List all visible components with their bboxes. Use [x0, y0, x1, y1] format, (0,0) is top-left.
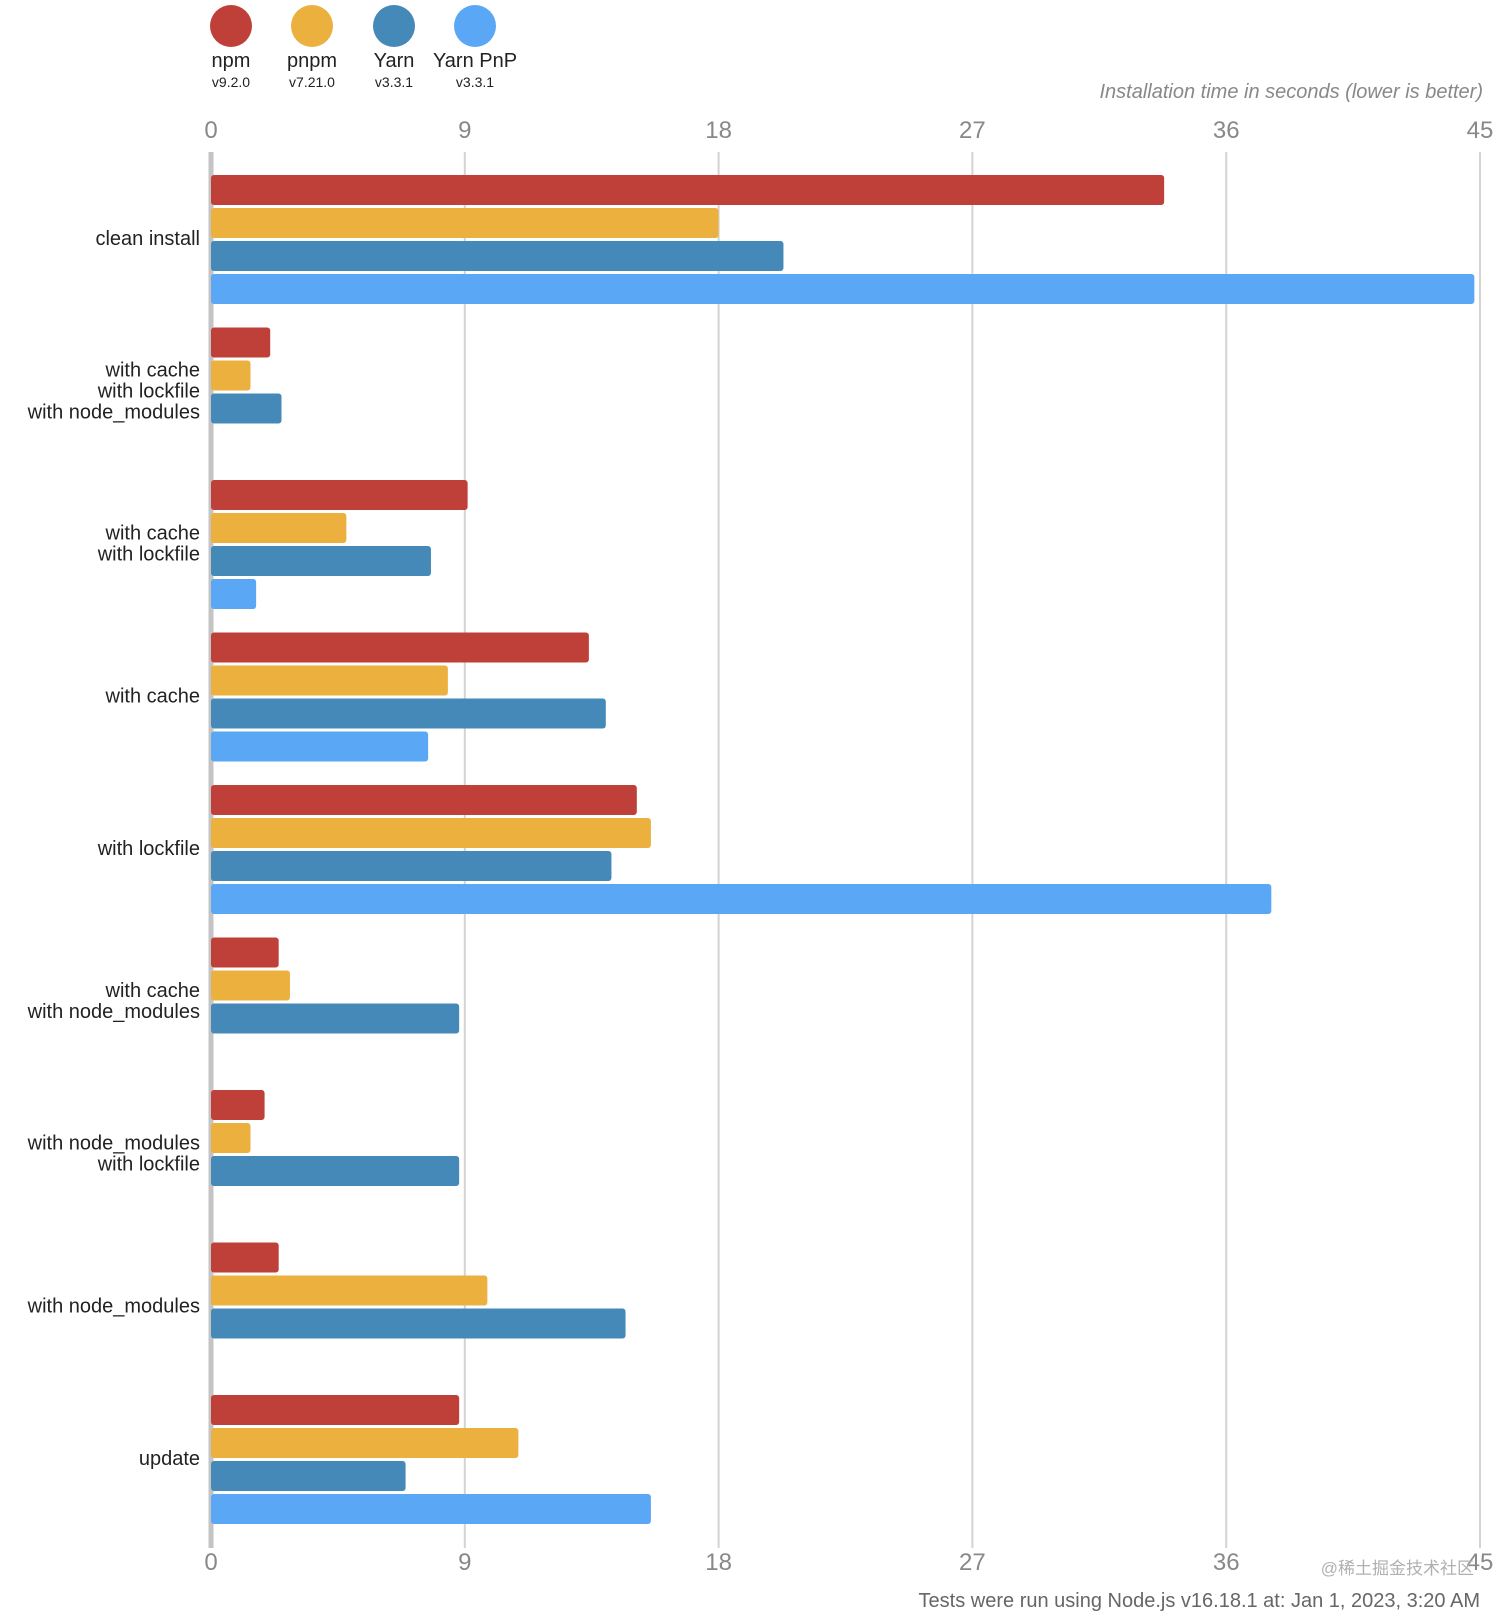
bar-group	[211, 785, 1272, 914]
category-label: with node_modules	[27, 1296, 200, 1318]
category-label: with cache with node_modules	[27, 980, 200, 1023]
legend-series-version: v9.2.0	[212, 74, 250, 90]
bottom-axis-ticks: 0 9 18 27 36 45	[204, 1549, 1493, 1576]
bar-group	[211, 327, 282, 424]
bar	[211, 1308, 626, 1339]
bar-group	[211, 1242, 626, 1339]
x-tick-label-top: 9	[458, 117, 471, 144]
watermark: @稀土掘金技术社区	[1321, 1559, 1474, 1578]
gridlines	[208, 152, 1481, 1548]
bar	[211, 579, 257, 609]
bar-group	[211, 480, 468, 609]
legend-item: Yarn PnP v3.3.1	[433, 5, 517, 90]
bar	[211, 1156, 460, 1186]
bar	[211, 851, 612, 881]
x-tick-label-bottom: 36	[1213, 1549, 1240, 1576]
bar	[211, 970, 290, 1001]
bar	[211, 1123, 251, 1153]
legend-swatch	[291, 5, 333, 47]
bar	[211, 513, 347, 543]
bar	[211, 731, 429, 762]
bar-group	[211, 1090, 460, 1186]
bar	[211, 1461, 406, 1491]
legend: npm v9.2.0 pnpm v7.21.0 Yarn v3.3.1 Yarn PnP v3…	[210, 5, 517, 90]
bar	[211, 632, 589, 663]
legend-swatch	[210, 5, 252, 47]
legend-swatch	[454, 5, 496, 47]
legend-series-name: npm	[212, 50, 251, 72]
bar	[211, 698, 606, 729]
bar	[211, 274, 1475, 304]
top-axis-ticks: 0 9 18 27 36 45	[204, 117, 1493, 144]
x-tick-label-top: 36	[1213, 117, 1240, 144]
bar	[211, 1275, 488, 1306]
bar	[211, 1494, 651, 1524]
legend-item: npm v9.2.0	[210, 5, 252, 90]
bar-group	[211, 175, 1475, 304]
category-label: update	[139, 1448, 200, 1470]
bars	[211, 175, 1475, 1524]
x-tick-label-top: 18	[705, 117, 732, 144]
x-tick-label-bottom: 18	[705, 1549, 732, 1576]
x-tick-label-top: 45	[1467, 117, 1494, 144]
legend-item: Yarn v3.3.1	[373, 5, 415, 90]
bar	[211, 1428, 519, 1458]
bar	[211, 1242, 279, 1273]
bar	[211, 175, 1165, 205]
legend-item: pnpm v7.21.0	[287, 5, 337, 90]
bar	[211, 327, 271, 358]
bar	[211, 665, 448, 696]
category-label: with cache with lockfile	[97, 523, 200, 566]
x-tick-label-bottom: 27	[959, 1549, 986, 1576]
bar	[211, 241, 784, 271]
x-tick-label-bottom: 0	[204, 1549, 217, 1576]
bar	[211, 1395, 460, 1425]
bar-group	[211, 632, 606, 762]
bar	[211, 937, 279, 968]
category-label: with cache	[105, 686, 201, 708]
footer-note: Tests were run using Node.js v16.18.1 at…	[919, 1590, 1480, 1612]
category-label: with node_modules with lockfile	[27, 1133, 200, 1176]
x-axis-title: Installation time in seconds (lower is b…	[1100, 81, 1484, 103]
legend-series-name: pnpm	[287, 50, 337, 72]
bar	[211, 208, 719, 238]
x-tick-label-top: 0	[204, 117, 217, 144]
bar	[211, 480, 468, 510]
bar-group	[211, 1395, 651, 1524]
x-tick-label-bottom: 45	[1467, 1549, 1494, 1576]
bar	[211, 546, 431, 576]
category-label: with lockfile	[97, 838, 200, 860]
x-tick-label-top: 27	[959, 117, 986, 144]
bar	[211, 818, 651, 848]
legend-series-name: Yarn	[374, 50, 415, 72]
x-tick-label-bottom: 9	[458, 1549, 471, 1576]
bar	[211, 884, 1272, 914]
category-label: clean install	[95, 228, 200, 250]
bar-group	[211, 937, 460, 1034]
category-label: with cache with lockfile with node_modules	[27, 360, 200, 424]
bar	[211, 1003, 460, 1034]
legend-series-version: v3.3.1	[375, 74, 413, 90]
bar	[211, 360, 251, 391]
bar	[211, 393, 282, 424]
legend-swatch	[373, 5, 415, 47]
legend-series-name: Yarn PnP	[433, 50, 517, 72]
legend-series-version: v7.21.0	[289, 74, 335, 90]
legend-series-version: v3.3.1	[456, 74, 494, 90]
bar	[211, 785, 637, 815]
bar	[211, 1090, 265, 1120]
